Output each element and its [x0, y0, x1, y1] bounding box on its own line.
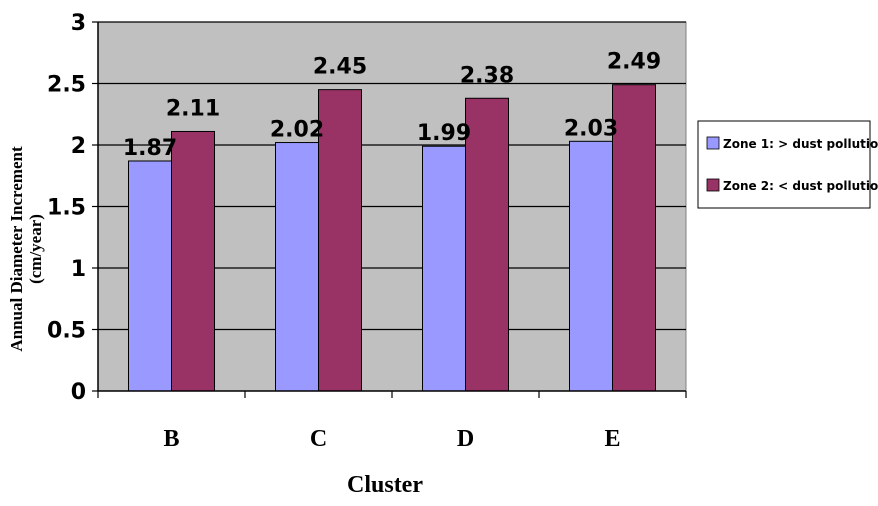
bar-b-series-2 [171, 130, 215, 392]
bar-d-series-1 [422, 145, 466, 392]
data-label: 2.02 [270, 118, 324, 143]
x-tick-label: B [163, 426, 179, 452]
data-label: 1.99 [417, 121, 471, 146]
y-tick-label: 3 [71, 11, 86, 36]
legend-box [697, 120, 871, 209]
y-tick-label: 1 [71, 257, 86, 282]
bar-d-series-2 [465, 97, 509, 392]
x-axis-title: Cluster [347, 472, 423, 498]
y-axis-title-line1: Annual Diameter Increment [7, 146, 26, 352]
y-axis-ticks: 0 0.5 1 1.5 2 2.5 3 [47, 11, 98, 405]
legend: Zone 1: > dust pollution Zone 2: < dust … [697, 120, 878, 209]
y-tick-label: 1.5 [47, 196, 86, 221]
bar-e-series-1 [569, 140, 613, 392]
legend-label-zone-2: Zone 2: < dust pollution [723, 179, 878, 193]
bar-e-series-2 [612, 84, 656, 392]
data-label: 2.49 [607, 50, 661, 75]
data-label: 2.03 [564, 116, 618, 141]
x-tick-label: D [457, 426, 474, 452]
y-axis-title: Annual Diameter Increment (cm/year) [7, 146, 45, 352]
y-tick-label: 0 [71, 380, 86, 405]
legend-swatch-zone-1 [706, 136, 720, 150]
data-label: 2.45 [313, 55, 367, 80]
bar-c-series-1 [275, 142, 319, 392]
y-tick-label: 0.5 [47, 319, 86, 344]
y-tick-label: 2.5 [47, 73, 86, 98]
y-axis-title-line2: (cm/year) [26, 214, 45, 284]
x-tick-label: E [604, 426, 620, 452]
y-tick-label: 2 [71, 134, 86, 159]
data-label: 2.38 [460, 63, 514, 88]
data-label: 2.11 [166, 96, 220, 121]
bars [128, 84, 656, 392]
x-tick-label: C [310, 426, 327, 452]
data-labels: 1.87 2.11 2.02 2.45 1.99 2.38 2.03 2.49 [123, 50, 661, 161]
x-axis-ticks: B C D E [97, 391, 687, 452]
data-label: 1.87 [123, 136, 177, 161]
legend-label-zone-1: Zone 1: > dust pollution [723, 137, 878, 151]
bar-c-series-2 [318, 89, 362, 392]
legend-swatch-zone-2 [706, 178, 720, 192]
bar-b-series-1 [128, 160, 172, 392]
